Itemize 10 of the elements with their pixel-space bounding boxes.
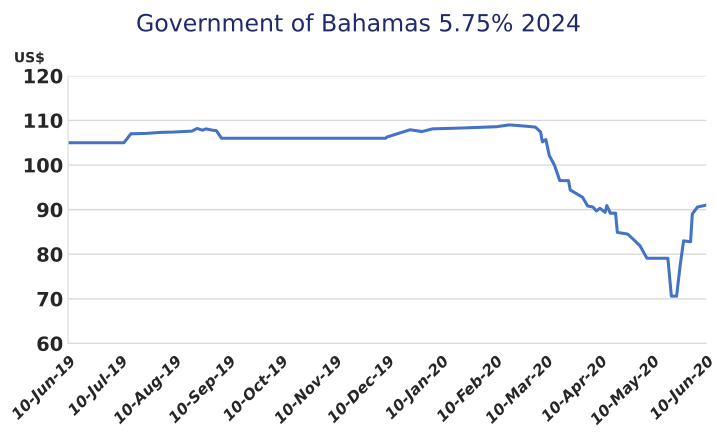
y-tick-label: 80 bbox=[37, 247, 62, 262]
chart-title: Government of Bahamas 5.75% 2024 bbox=[137, 13, 580, 32]
y-axis-title: US$ bbox=[15, 52, 44, 64]
y-tick-label: 100 bbox=[24, 158, 62, 173]
y-tick-label: 60 bbox=[37, 336, 62, 352]
y-tick-label: 90 bbox=[37, 202, 62, 218]
y-tick-label: 120 bbox=[24, 68, 62, 84]
y-tick-label: 70 bbox=[37, 292, 62, 306]
y-tick-label: 110 bbox=[24, 113, 62, 128]
line-series bbox=[68, 123, 706, 298]
